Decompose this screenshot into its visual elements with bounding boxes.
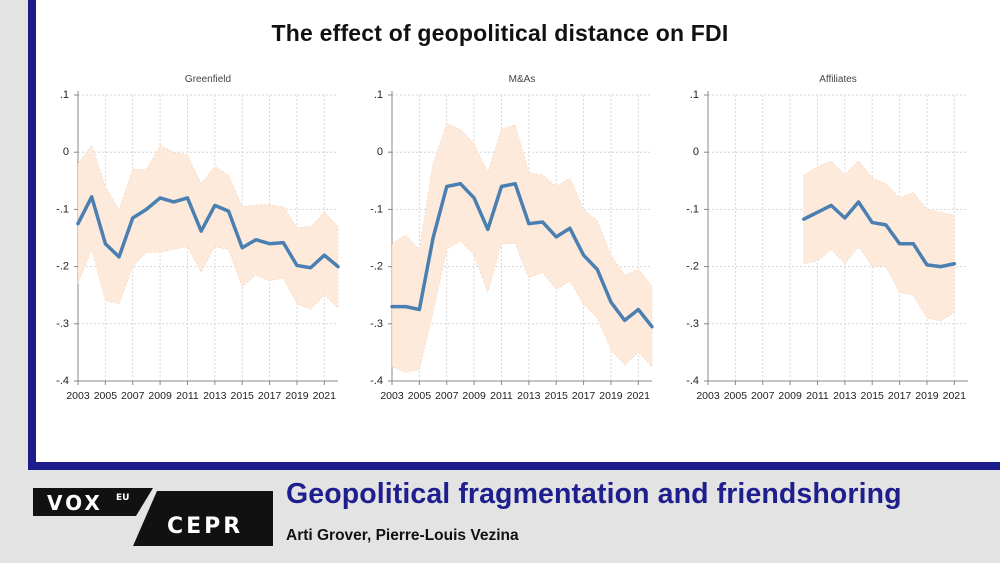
series-line xyxy=(390,181,654,329)
x-tick-label: 2017 xyxy=(258,390,282,402)
x-tick-label: 2021 xyxy=(943,390,967,402)
chart-panel-2: M&As .1 0 -.1 -.2 -.3 -.4 2003 2005 2007 2009 2011 2… xyxy=(370,74,654,402)
x-tick-label: 2005 xyxy=(724,390,748,402)
article-headline[interactable]: Geopolitical fragmentation and friendsho… xyxy=(286,478,902,510)
y-tick-label: .1 xyxy=(60,89,69,101)
chart-panel-3: Affiliates .1 0 -.1 -.2 -.3 -.4 2003 2005 2007 200… xyxy=(686,74,968,402)
x-tick-label: 2003 xyxy=(696,390,720,402)
figure-title: The effect of geopolitical distance on F… xyxy=(271,20,729,46)
x-tick-label: 2011 xyxy=(490,390,513,402)
x-tick-label: 2019 xyxy=(599,390,623,402)
x-tick-label: 2017 xyxy=(888,390,912,402)
logo-eu-text: EU xyxy=(116,493,129,503)
confidence-band xyxy=(803,160,955,322)
x-tick-label: 2015 xyxy=(545,390,569,402)
x-tick-label: 2015 xyxy=(861,390,885,402)
y-tick-label: 0 xyxy=(63,146,69,158)
y-tick-label: .1 xyxy=(374,89,383,101)
x-tick-label: 2009 xyxy=(148,390,172,402)
x-tick-label: 2003 xyxy=(66,390,90,402)
panel-title: Affiliates xyxy=(819,74,857,85)
y-tick-label: -.2 xyxy=(370,261,383,273)
x-tick-label: 2013 xyxy=(517,390,541,402)
logo-cepr-block xyxy=(133,491,273,546)
y-tick-label: .1 xyxy=(690,89,699,101)
article-authors: Arti Grover, Pierre-Louis Vezina xyxy=(286,527,519,544)
x-tick-label: 2013 xyxy=(833,390,857,402)
y-tick-label: -.4 xyxy=(370,375,383,387)
panel-title: Greenfield xyxy=(185,74,231,85)
x-tick-label: 2011 xyxy=(806,390,829,402)
y-tick-label: -.1 xyxy=(686,203,699,215)
x-tick-label: 2003 xyxy=(380,390,404,402)
panel-title: M&As xyxy=(509,74,536,85)
x-tick-label: 2007 xyxy=(121,390,145,402)
x-tick-label: 2007 xyxy=(435,390,459,402)
x-tick-label: 2011 xyxy=(176,390,199,402)
y-tick-label: -.1 xyxy=(56,203,69,215)
y-tick-label: -.2 xyxy=(56,261,69,273)
x-tick-label: 2019 xyxy=(285,390,309,402)
y-tick-label: -.4 xyxy=(686,375,699,387)
x-tick-label: 2013 xyxy=(203,390,227,402)
series-line xyxy=(802,200,957,269)
x-tick-label: 2021 xyxy=(313,390,337,402)
y-tick-label: 0 xyxy=(377,146,383,158)
y-tick-label: -.1 xyxy=(370,203,383,215)
x-tick-label: 2005 xyxy=(94,390,118,402)
y-tick-label: -.4 xyxy=(56,375,69,387)
x-tick-label: 2009 xyxy=(462,390,486,402)
vox-cepr-logo: VOX EU CEPR xyxy=(33,488,273,546)
chart-panel-1: Greenfield .1 0 -.1 -.2 -.3 -.4 2003 2005 2007 200… xyxy=(56,74,340,402)
series-line xyxy=(76,195,340,270)
logo-vox-text: VOX xyxy=(47,491,103,515)
y-tick-label: -.3 xyxy=(370,318,383,330)
x-tick-label: 2017 xyxy=(572,390,596,402)
logo-cepr-text: CEPR xyxy=(167,514,243,539)
x-tick-label: 2009 xyxy=(778,390,802,402)
x-tick-label: 2007 xyxy=(751,390,775,402)
y-tick-label: -.3 xyxy=(686,318,699,330)
logo-vox-block xyxy=(33,488,153,516)
x-tick-label: 2005 xyxy=(408,390,432,402)
confidence-band xyxy=(77,144,339,310)
y-tick-label: 0 xyxy=(693,146,699,158)
y-tick-label: -.3 xyxy=(56,318,69,330)
y-tick-label: -.2 xyxy=(686,261,699,273)
x-tick-label: 2015 xyxy=(231,390,255,402)
x-tick-label: 2019 xyxy=(915,390,939,402)
x-tick-label: 2021 xyxy=(627,390,651,402)
